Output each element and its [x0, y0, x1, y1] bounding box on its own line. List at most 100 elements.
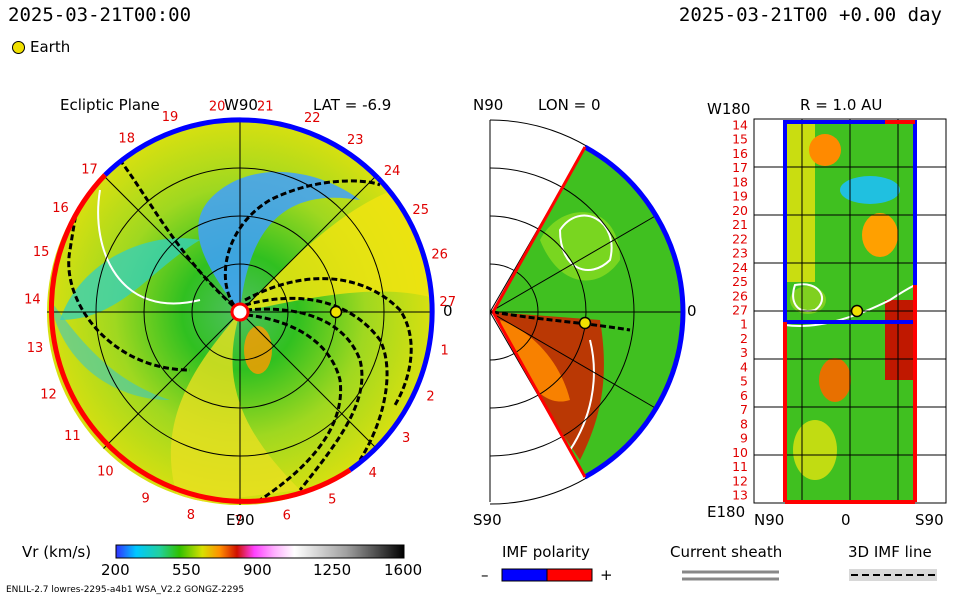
ecliptic-top-label: W90 — [224, 96, 258, 114]
synoptic-y-label: 27 — [732, 303, 748, 318]
carrington-label: 10 — [97, 465, 114, 480]
carrington-label: 5 — [328, 492, 336, 507]
synoptic-y-label: 26 — [732, 288, 748, 303]
vr-tick-200: 200 — [101, 561, 130, 579]
earth-marker-ecliptic — [329, 305, 343, 319]
synoptic-y-label: 8 — [740, 416, 748, 431]
ecliptic-right-label: 0 — [443, 302, 453, 320]
timestamp-left: 2025-03-21T00:00 — [8, 4, 192, 26]
vr-tick-550: 550 — [172, 561, 201, 579]
synoptic-y-labels: 1415161718192021222324252627123456789101… — [732, 118, 748, 503]
current-sheath-title: Current sheath — [670, 543, 783, 561]
synoptic-y-label: 14 — [732, 118, 748, 133]
meridional-bottom-label: S90 — [473, 511, 502, 529]
carrington-label: 7 — [235, 514, 243, 529]
synoptic-y-label: 15 — [732, 132, 748, 147]
carrington-label: 27 — [439, 295, 456, 310]
synoptic-y-label: 16 — [732, 146, 748, 161]
ecliptic-title: Ecliptic Plane — [60, 96, 160, 114]
carrington-label: 18 — [118, 132, 135, 147]
carrington-label: 3 — [402, 431, 410, 446]
carrington-label: 16 — [52, 201, 69, 216]
sun-marker — [230, 302, 250, 322]
synoptic-y-label: 2 — [740, 331, 748, 346]
synoptic-y-label: 24 — [732, 260, 748, 275]
synoptic-y-label: 13 — [732, 488, 748, 503]
imf-polarity-title: IMF polarity — [502, 543, 590, 561]
ecliptic-grid — [47, 119, 433, 505]
model-info: ENLIL-2.7 lowres-2295-a4b1 WSA_V2.2 GONG… — [6, 585, 245, 595]
synoptic-y-label: 22 — [732, 231, 748, 246]
carrington-label: 9 — [141, 491, 149, 506]
synoptic-y-label: 21 — [732, 217, 748, 232]
imf-positive-swatch — [546, 568, 593, 582]
earth-legend-icon — [12, 41, 25, 54]
synoptic-y-label: 1 — [740, 317, 748, 332]
synoptic-r-label: R = 1.0 AU — [800, 96, 883, 114]
meridional-top-label: N90 — [473, 96, 504, 114]
carrington-label: 20 — [209, 99, 226, 114]
imf-line-title: 3D IMF line — [848, 543, 932, 561]
imf-plus-label: + — [600, 566, 613, 584]
synoptic-y-label: 10 — [732, 445, 748, 460]
vr-tick-1250: 1250 — [313, 561, 352, 579]
synoptic-bottom-label: E180 — [707, 503, 746, 521]
mer-edge-bottom — [491, 311, 587, 478]
vr-tick-900: 900 — [243, 561, 272, 579]
synoptic-y-label: 6 — [740, 388, 748, 403]
synoptic-x-label-n: N90 — [754, 511, 785, 529]
synoptic-y-label: 11 — [732, 459, 748, 474]
current-sheath-swatch — [682, 570, 779, 581]
vr-colorbar — [115, 544, 405, 559]
ecliptic-lat-label: LAT = -6.9 — [313, 96, 392, 114]
synoptic-y-label: 18 — [732, 174, 748, 189]
carrington-label: 22 — [304, 111, 321, 126]
timestamp-right: 2025-03-21T00 +0.00 day — [678, 4, 942, 26]
imf-negative-swatch — [501, 568, 548, 582]
synoptic-y-label: 19 — [732, 189, 748, 204]
rim-negative-top — [103, 117, 380, 180]
synoptic-y-label: 3 — [740, 345, 748, 360]
synoptic-y-label: 25 — [732, 274, 748, 289]
synoptic-x-label-s: S90 — [915, 511, 944, 529]
mer-rim-top — [583, 144, 686, 313]
carrington-label: 1 — [440, 343, 448, 358]
carrington-label: 23 — [347, 133, 364, 148]
carrington-label: 19 — [162, 110, 179, 125]
syn-neg-border — [783, 120, 917, 324]
meridional-right-label: 0 — [687, 302, 697, 320]
carrington-label: 25 — [412, 203, 429, 218]
rim-positive — [48, 173, 352, 504]
carrington-label: 12 — [40, 387, 57, 402]
synoptic-y-label: 4 — [740, 359, 748, 374]
carrington-label: 26 — [431, 248, 448, 263]
carrington-label: 4 — [369, 466, 377, 481]
synoptic-y-label: 23 — [732, 246, 748, 261]
imf-minus-label: – — [481, 566, 489, 584]
carrington-label: 24 — [384, 164, 401, 179]
synoptic-panel: 1415161718192021222324252627123456789101… — [732, 118, 947, 504]
mer-edge-top — [491, 146, 587, 313]
vr-tick-1600: 1600 — [384, 561, 423, 579]
synoptic-y-label: 12 — [732, 473, 748, 488]
synoptic-grid — [753, 118, 947, 504]
earth-legend-label: Earth — [30, 38, 71, 56]
synoptic-y-label: 5 — [740, 374, 748, 389]
imf-line-swatch — [849, 569, 937, 581]
synoptic-y-label: 9 — [740, 431, 748, 446]
mer-rim-bottom — [583, 311, 686, 480]
synoptic-y-label: 7 — [740, 402, 748, 417]
synoptic-features — [785, 122, 915, 480]
synoptic-top-label: W180 — [707, 100, 751, 118]
carrington-label: 2 — [426, 390, 434, 405]
carrington-label: 15 — [33, 245, 50, 260]
vr-label: Vr (km/s) — [22, 543, 92, 561]
carrington-label: 6 — [283, 509, 291, 524]
carrington-label: 13 — [27, 341, 44, 356]
synoptic-y-label: 20 — [732, 203, 748, 218]
earth-marker-synoptic — [850, 304, 864, 318]
rim-negative-right — [348, 176, 435, 473]
